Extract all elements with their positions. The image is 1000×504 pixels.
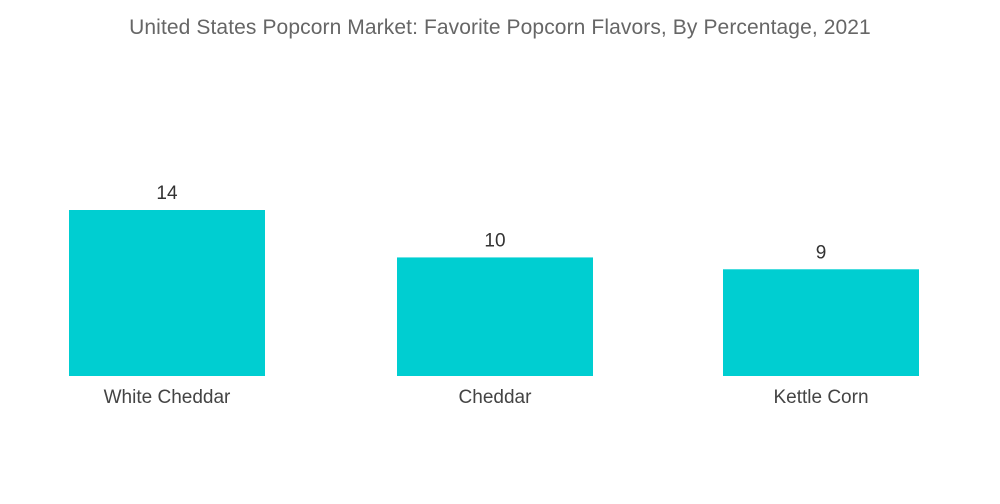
value-label-white-cheddar: 14 <box>156 183 178 204</box>
value-label-kettle-corn: 9 <box>816 242 827 263</box>
category-label-cheddar: Cheddar <box>459 387 533 408</box>
bar-white-cheddar <box>69 210 265 376</box>
category-label-white-cheddar: White Cheddar <box>104 387 231 408</box>
chart-title: United States Popcorn Market: Favorite P… <box>129 16 871 39</box>
value-label-cheddar: 10 <box>484 230 505 251</box>
bars-group <box>69 210 919 376</box>
bar-cheddar <box>397 257 593 376</box>
value-labels-group: 14 10 9 <box>156 183 826 263</box>
category-label-kettle-corn: Kettle Corn <box>773 387 868 408</box>
bar-kettle-corn <box>723 269 919 376</box>
category-labels-group: White Cheddar Cheddar Kettle Corn <box>104 387 869 408</box>
